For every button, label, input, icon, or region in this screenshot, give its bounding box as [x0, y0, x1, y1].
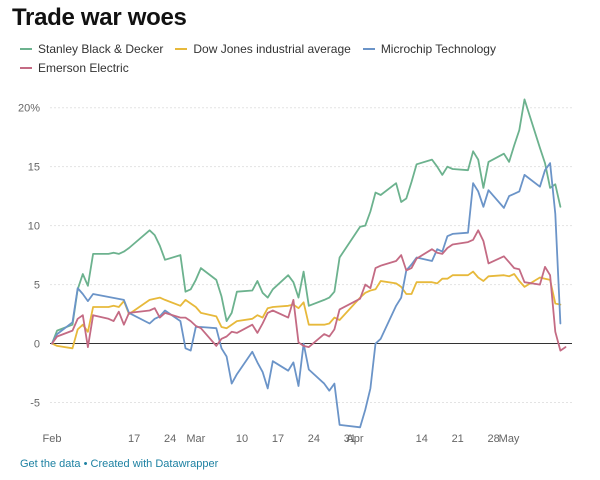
y-tick-label: -5 — [30, 398, 40, 410]
legend-item-3: Emerson Electric — [20, 60, 129, 76]
x-tick-label: 21 — [452, 433, 464, 445]
footer-separator: • — [83, 458, 88, 470]
series-line-2 — [51, 162, 562, 429]
grid-lines — [50, 107, 572, 404]
x-tick-label: 24 — [308, 433, 320, 445]
x-tick-label: 17 — [272, 433, 284, 445]
x-tick-label: 17 — [128, 433, 140, 445]
legend-item-2: Microchip Technology — [362, 41, 496, 57]
y-tick-label: 10 — [28, 221, 40, 233]
y-tick-label: 5 — [34, 280, 40, 292]
legend-swatch — [175, 48, 188, 50]
get-the-data-link[interactable]: Get the data — [20, 458, 81, 470]
legend-label: Dow Jones industrial average — [193, 42, 351, 56]
legend-item-0: Stanley Black & Decker — [20, 41, 163, 57]
x-tick-label: Apr — [346, 433, 363, 445]
y-tick-label: 15 — [28, 162, 40, 174]
created-with-datawrapper-link[interactable]: Created with Datawrapper — [90, 458, 219, 470]
footer: Get the data • Created with Datawrapper — [20, 458, 218, 470]
x-tick-label: 31 — [344, 433, 356, 445]
x-tick-label: 14 — [416, 433, 428, 445]
x-tick-label: Mar — [186, 433, 205, 445]
legend-label: Emerson Electric — [38, 61, 129, 75]
chart-title: Trade war woes — [12, 4, 187, 31]
chart-legend: Stanley Black & Decker Dow Jones industri… — [20, 38, 540, 76]
legend-swatch — [20, 48, 32, 50]
series-line-1 — [51, 270, 562, 350]
y-tick-label: 20% — [18, 103, 40, 115]
x-tick-label: 24 — [164, 433, 176, 445]
y-tick-labels: 20% 15 10 5 0 -5 — [18, 103, 40, 410]
legend-label: Stanley Black & Decker — [38, 42, 164, 56]
x-tick-label: 28 — [488, 433, 500, 445]
x-tick-label: 10 — [236, 433, 248, 445]
x-tick-label: May — [499, 433, 520, 445]
y-tick-label: 0 — [34, 339, 40, 351]
series-line-3 — [51, 229, 567, 352]
x-tick-label: Feb — [43, 433, 62, 445]
legend-label: Microchip Technology — [380, 42, 496, 56]
legend-swatch — [20, 67, 32, 69]
series-lines — [51, 98, 567, 429]
legend-swatch — [362, 48, 375, 50]
legend-item-1: Dow Jones industrial average — [175, 41, 351, 57]
series-line-0 — [51, 98, 562, 345]
